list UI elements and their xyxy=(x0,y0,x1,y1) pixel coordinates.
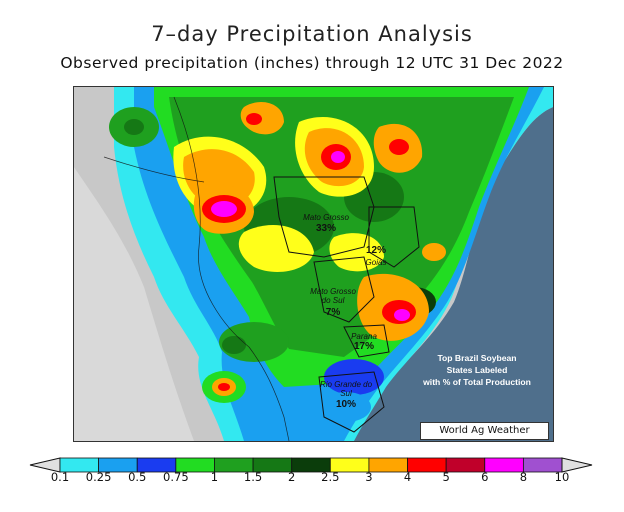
colorbar-tick-label: 4 xyxy=(403,470,412,484)
colorbar-swatch xyxy=(368,457,408,473)
state-label-rio-grande-do-sul: Rio Grande do Sul xyxy=(319,380,373,398)
state-label-mato-grosso: Mato Grosso xyxy=(303,213,349,222)
colorbar-tick-label: 1.5 xyxy=(243,470,263,484)
colorbar-swatch xyxy=(407,457,447,473)
colorbar-tick-label: 2 xyxy=(288,470,296,484)
country-borders xyxy=(103,96,290,441)
colorbar-tick-label: 6 xyxy=(481,470,489,484)
colorbar-tick-label: 1 xyxy=(210,470,219,484)
colorbar-tick-label: 0.5 xyxy=(128,470,147,484)
colorbar-tick-label: 0.1 xyxy=(50,470,70,484)
colorbar-legend xyxy=(29,457,593,473)
state-label-parana: Parana xyxy=(351,332,377,341)
note-line: States Labeled xyxy=(446,365,508,375)
colorbar-tick-label: 8 xyxy=(519,470,528,484)
colorbar-max-arrow xyxy=(561,457,593,473)
map-graphic xyxy=(74,87,553,441)
colorbar-swatch xyxy=(445,457,486,473)
state-pct-mato-grosso: 33% xyxy=(315,223,336,234)
colorbar-swatch xyxy=(484,457,524,473)
note-line: with % of Total Production xyxy=(423,377,531,387)
state-pct-rio-grande-do-sul: 10% xyxy=(335,399,356,410)
colorbar-tick-label: 5 xyxy=(442,470,450,484)
map-subtitle: Observed precipitation (inches) through … xyxy=(60,54,564,72)
state-pct-mato-grosso-do-sul: 7% xyxy=(325,307,341,318)
state-label-mato-grosso-do-sul: Mato Grosso do Sul xyxy=(310,287,356,305)
state-pct-goias: 12% xyxy=(365,245,386,256)
note-line: Top Brazil Soybean xyxy=(437,353,517,363)
colorbar-tick-label: 0.75 xyxy=(163,470,189,484)
state-pct-parana: 17% xyxy=(353,341,374,352)
map-title: 7–day Precipitation Analysis xyxy=(151,22,473,46)
state-label-goias: Goias xyxy=(365,258,387,267)
colorbar-tick-label: 3 xyxy=(365,470,373,484)
precipitation-map: Mato Grosso 33% 12% Goias Mato Grosso do… xyxy=(73,86,554,442)
state-borders xyxy=(273,176,420,433)
colorbar-tick-label: 2.5 xyxy=(321,470,340,484)
credit-label: World Ag Weather xyxy=(420,422,549,440)
colorbar-tick-label: 0.25 xyxy=(85,470,112,484)
colorbar-tick-label: 10 xyxy=(554,470,570,484)
map-note: Top Brazil Soybean States Labeled with %… xyxy=(392,352,562,388)
